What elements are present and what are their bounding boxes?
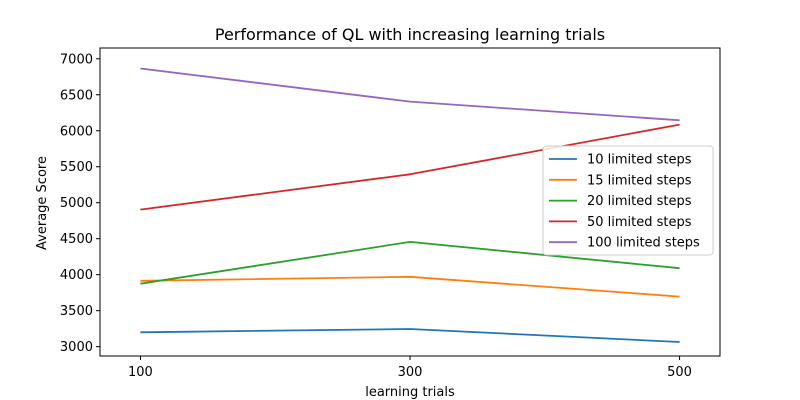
series-line-3 (140, 240, 680, 285)
chart-title: Performance of QL with increasing learni… (215, 25, 605, 44)
legend-label: 20 limited steps (587, 194, 692, 209)
series-lines (140, 67, 680, 343)
legend: 10 limited steps 15 limited steps 20 limit… (542, 145, 714, 256)
y-tick-label: 5000 (60, 196, 93, 211)
x-tick-label: 300 (398, 365, 423, 380)
series-line-5 (140, 67, 680, 122)
legend-label: 100 limited steps (587, 236, 700, 251)
legend-label: 50 limited steps (587, 215, 692, 230)
series-line-4 (140, 123, 680, 211)
y-tick-label: 5500 (60, 160, 93, 175)
y-axis-label: Average Score (35, 156, 50, 250)
x-tick-label: 100 (128, 365, 153, 380)
axes: 3000 3500 4000 4500 5000 5500 6000 6500 7000 100 3… (60, 52, 692, 380)
y-tick-label: 6000 (60, 124, 93, 139)
y-tick-label: 6500 (60, 88, 93, 103)
x-tick-label: 500 (667, 365, 692, 380)
y-tick-label: 3000 (60, 340, 93, 355)
y-tick-label: 4500 (60, 232, 93, 247)
y-tick-label: 3500 (60, 304, 93, 319)
legend-label: 10 limited steps (587, 153, 692, 168)
legend-box (542, 145, 714, 256)
y-tick-label: 7000 (60, 52, 93, 67)
legend-label: 15 limited steps (587, 173, 692, 188)
series-line-1 (140, 328, 680, 343)
x-axis-label: learning trials (365, 385, 455, 400)
y-tick-label: 4000 (60, 268, 93, 283)
series-line-2 (140, 275, 680, 298)
